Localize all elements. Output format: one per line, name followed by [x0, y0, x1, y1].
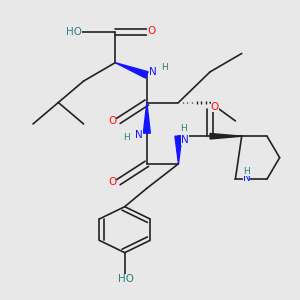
Text: N: N	[181, 135, 189, 145]
Text: O: O	[108, 116, 116, 126]
Text: HO: HO	[66, 27, 82, 37]
Text: O: O	[148, 26, 156, 36]
Polygon shape	[143, 103, 150, 133]
Polygon shape	[175, 136, 182, 164]
Text: N: N	[135, 130, 143, 140]
Polygon shape	[210, 134, 242, 139]
Text: N: N	[243, 173, 250, 183]
Text: O: O	[108, 177, 116, 187]
Text: H: H	[123, 133, 130, 142]
Text: H: H	[243, 167, 250, 176]
Polygon shape	[115, 63, 148, 78]
Text: HO: HO	[118, 274, 134, 284]
Text: H: H	[180, 124, 187, 133]
Text: O: O	[211, 102, 219, 112]
Text: H: H	[161, 63, 168, 72]
Text: N: N	[149, 67, 157, 77]
